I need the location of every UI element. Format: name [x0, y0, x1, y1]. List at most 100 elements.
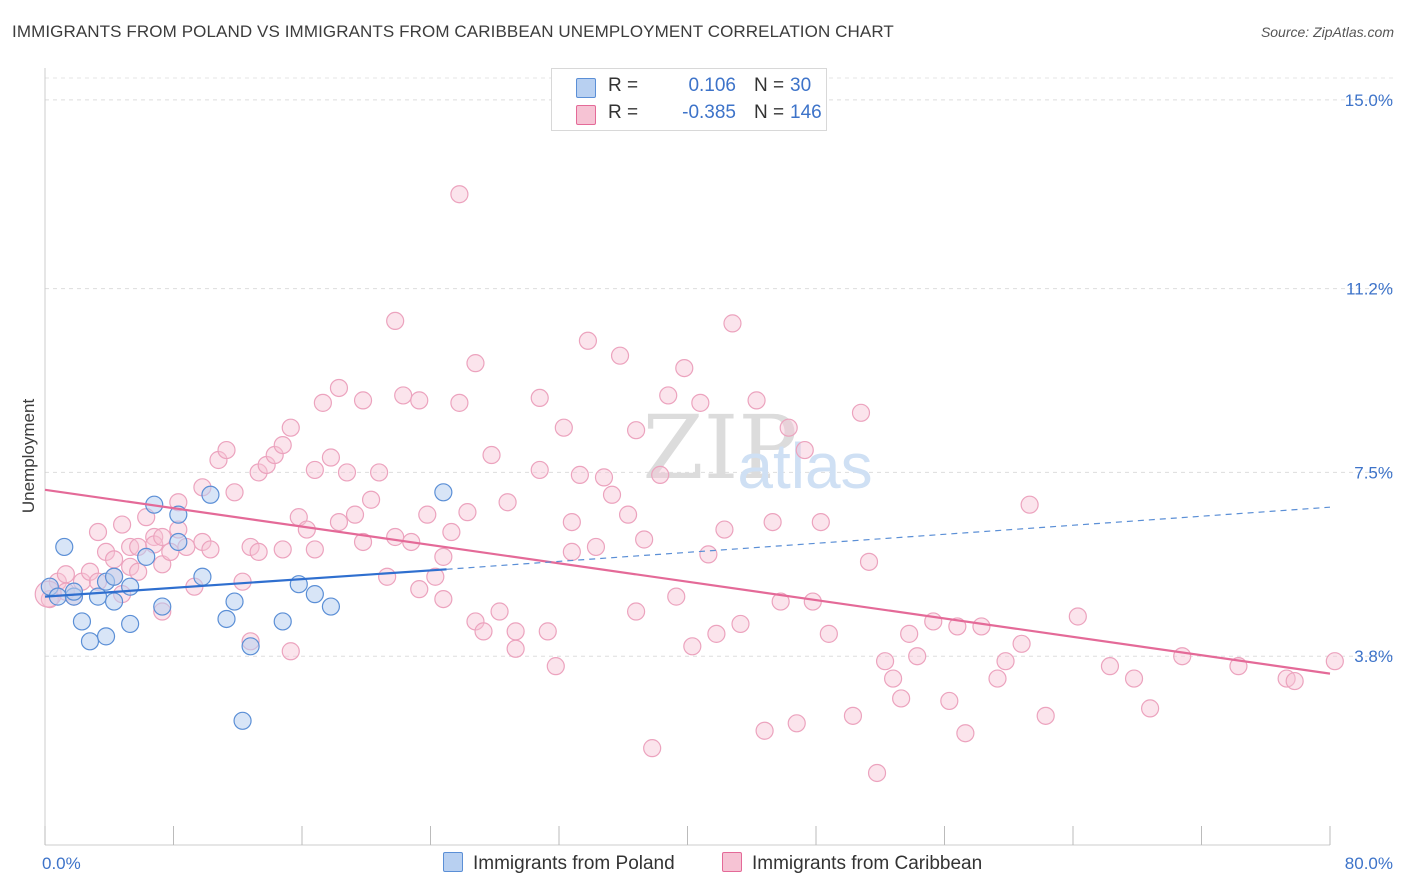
- caribbean-swatch: [576, 105, 596, 125]
- caribbean-point: [763, 512, 782, 532]
- caribbean-point: [586, 537, 606, 557]
- caribbean-point: [562, 512, 581, 532]
- watermark-atlas: atlas: [737, 430, 872, 502]
- caribbean-point: [153, 527, 172, 547]
- caribbean-point: [426, 567, 445, 586]
- poland-point: [72, 612, 92, 631]
- caribbean-point: [699, 545, 718, 564]
- caribbean-point: [1124, 669, 1144, 688]
- caribbean-point: [353, 532, 373, 552]
- caribbean-point: [811, 512, 830, 532]
- caribbean-point: [867, 763, 887, 783]
- poland-trend-extension: [446, 506, 1331, 570]
- caribbean-point: [1173, 647, 1192, 666]
- caribbean-point: [723, 314, 742, 333]
- caribbean-trend-line: [44, 488, 1331, 675]
- poland-trend-line: [44, 568, 447, 598]
- caribbean-point: [538, 622, 557, 641]
- caribbean-point: [996, 652, 1015, 671]
- caribbean-point: [635, 530, 654, 549]
- caribbean-point: [386, 527, 405, 547]
- caribbean-point: [450, 393, 469, 412]
- caribbean-point: [410, 580, 429, 599]
- caribbean-point: [458, 503, 477, 522]
- legend-item-poland: Immigrants from Poland: [443, 852, 675, 875]
- caribbean-point: [1068, 607, 1087, 626]
- n-label: N =: [754, 75, 785, 96]
- poland-point: [305, 585, 324, 604]
- caribbean-point: [370, 463, 389, 482]
- caribbean-point: [281, 642, 300, 661]
- caribbean-point: [908, 647, 927, 666]
- poland-points: [40, 483, 453, 730]
- caribbean-point: [988, 669, 1007, 688]
- poland-point: [64, 582, 84, 601]
- caribbean-point: [281, 418, 300, 437]
- caribbean-point: [1140, 699, 1160, 718]
- caribbean-point: [731, 614, 750, 634]
- caribbean-point: [795, 440, 814, 460]
- tick-labels: 3.8% 7.5% 11.2% 15.0% 0.0% 80.0%: [42, 91, 1393, 873]
- caribbean-point: [651, 465, 670, 485]
- caribbean-point: [506, 622, 525, 641]
- caribbean-point: [819, 624, 838, 643]
- r-label: R =: [608, 75, 639, 96]
- caribbean-point: [345, 505, 365, 524]
- caribbean-point: [610, 346, 630, 365]
- axes: [44, 68, 1331, 846]
- caribbean-point: [859, 552, 879, 571]
- caribbean-point: [410, 391, 429, 410]
- poland-swatch: [576, 78, 596, 98]
- caribbean-point: [361, 490, 381, 509]
- caribbean-point: [305, 460, 324, 480]
- poland-point: [321, 597, 341, 616]
- caribbean-point: [900, 624, 919, 643]
- y-axis-title: Unemployment: [19, 399, 38, 514]
- caribbean-point: [297, 520, 316, 539]
- caribbean-point: [626, 602, 646, 621]
- caribbean-point: [418, 505, 437, 524]
- poland-point: [233, 711, 252, 730]
- caribbean-point: [450, 185, 469, 204]
- caribbean-point: [570, 465, 589, 485]
- y-tick-label: 15.0%: [1345, 91, 1393, 110]
- poland-point: [137, 547, 156, 566]
- caribbean-point: [434, 589, 453, 609]
- stats-legend: R = 0.106 N = 30 R = -0.385 N = 146: [551, 68, 827, 131]
- caribbean-point: [554, 418, 573, 437]
- caribbean-point: [602, 485, 622, 504]
- caribbean-point: [442, 522, 461, 542]
- caribbean-point: [273, 540, 292, 559]
- poland-point: [104, 592, 124, 611]
- caribbean-point: [1036, 706, 1055, 725]
- caribbean-point: [530, 388, 549, 408]
- caribbean-point: [386, 311, 405, 331]
- poland-point: [55, 537, 74, 557]
- caribbean-point: [594, 468, 614, 487]
- caribbean-point: [482, 445, 501, 465]
- r-value: -0.385: [682, 102, 736, 123]
- caribbean-point: [715, 520, 734, 539]
- caribbean-point: [305, 540, 324, 559]
- caribbean-point: [972, 617, 991, 636]
- poland-point: [217, 609, 236, 629]
- caribbean-point: [851, 403, 871, 422]
- poland-point: [169, 532, 188, 552]
- caribbean-point: [104, 550, 124, 569]
- trend-lines: [44, 488, 1331, 675]
- caribbean-point: [337, 463, 357, 482]
- caribbean-point: [771, 592, 790, 611]
- caribbean-point: [659, 386, 678, 405]
- caribbean-point: [321, 448, 341, 467]
- caribbean-point: [490, 602, 509, 621]
- n-value: 30: [790, 75, 812, 96]
- r-label: R =: [608, 102, 639, 123]
- caribbean-legend-swatch: [722, 852, 742, 872]
- y-tick-label: 11.2%: [1346, 280, 1393, 299]
- source-label: Source: ZipAtlas.com: [1260, 24, 1394, 40]
- caribbean-point: [787, 714, 806, 733]
- poland-point: [201, 485, 220, 504]
- caribbean-point: [875, 652, 895, 671]
- poland-point: [241, 637, 260, 656]
